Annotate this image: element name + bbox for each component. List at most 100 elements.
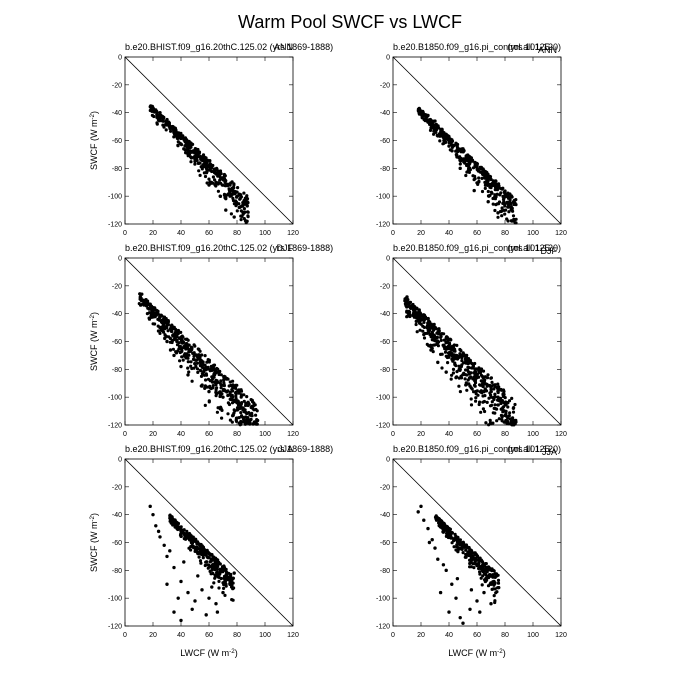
scatter-point xyxy=(506,405,510,409)
scatter-point xyxy=(471,366,475,370)
scatter-point xyxy=(159,313,163,317)
scatter-point xyxy=(441,527,445,531)
scatter-point xyxy=(466,359,470,363)
scatter-point xyxy=(449,530,454,535)
scatter-point xyxy=(425,317,429,321)
scatter-point xyxy=(189,145,193,149)
reference-line xyxy=(124,56,294,225)
scatter-point xyxy=(496,215,500,219)
scatter-point xyxy=(182,345,186,349)
scatter-point xyxy=(512,421,516,425)
scatter-point xyxy=(179,364,183,369)
scatter-point xyxy=(473,177,477,181)
scatter-point xyxy=(485,400,489,404)
x-tick-label: 80 xyxy=(233,230,241,237)
scatter-point xyxy=(503,204,507,208)
scatter-point xyxy=(454,596,458,600)
scatter-point xyxy=(506,401,510,405)
scatter-point xyxy=(239,395,243,399)
scatter-point xyxy=(500,214,504,218)
scatter-point xyxy=(486,200,490,204)
scatter-point xyxy=(244,419,248,423)
scatter-point xyxy=(231,383,235,387)
scatter-point xyxy=(481,407,485,411)
scatter-point xyxy=(472,390,476,394)
scatter-point xyxy=(466,362,470,366)
scatter-point xyxy=(216,182,220,186)
scatter-point xyxy=(467,372,471,376)
y-tick-label: 0 xyxy=(118,256,122,263)
scatter-point xyxy=(451,367,456,371)
scatter-point xyxy=(207,360,211,364)
scatter-point xyxy=(199,374,204,378)
scatter-point xyxy=(242,191,246,195)
x-tick-label: 0 xyxy=(123,431,127,438)
scatter-point xyxy=(422,336,427,340)
scatter-point xyxy=(456,535,460,539)
y-tick-label: -40 xyxy=(380,512,390,519)
panel-title-left: b.e20.B1850.f09_g16.pi_control.all.125 xyxy=(393,243,550,253)
scatter-point xyxy=(484,566,488,570)
scatter-point xyxy=(460,359,464,363)
scatter-point xyxy=(461,551,465,555)
x-tick-label: 0 xyxy=(391,230,395,237)
scatter-point xyxy=(176,144,180,148)
x-tick-label: 80 xyxy=(501,431,509,438)
y-tick-label: -60 xyxy=(112,339,122,346)
scatter-point xyxy=(474,399,478,403)
scatter-point xyxy=(193,599,197,603)
scatter-point xyxy=(506,416,510,420)
scatter-point xyxy=(206,566,210,570)
scatter-point xyxy=(476,554,480,559)
y-tick-label: -120 xyxy=(376,423,390,430)
y-tick-label: -40 xyxy=(112,512,122,519)
scatter-point xyxy=(168,549,172,553)
scatter-point xyxy=(219,405,223,409)
scatter-point xyxy=(229,188,233,192)
y-tick-label: -120 xyxy=(376,624,390,631)
scatter-point xyxy=(210,566,214,570)
scatter-point xyxy=(483,387,487,391)
scatter-point xyxy=(475,599,479,603)
scatter-point xyxy=(150,104,154,108)
scatter-point xyxy=(224,576,228,581)
scatter-point xyxy=(483,375,487,379)
scatter-point xyxy=(222,380,226,385)
scatter-point xyxy=(184,346,189,350)
scatter-point xyxy=(236,186,240,190)
scatter-point xyxy=(434,514,438,518)
scatter-point xyxy=(435,331,439,335)
scatter-point xyxy=(474,396,478,400)
scatter-point xyxy=(208,569,212,574)
x-tick-label: 80 xyxy=(501,230,509,237)
scatter-point xyxy=(205,385,209,389)
y-tick-label: 0 xyxy=(118,457,122,464)
scatter-point xyxy=(137,302,141,306)
scatter-point xyxy=(429,118,433,123)
scatter-point xyxy=(432,123,436,127)
scatter-point xyxy=(404,303,408,307)
x-tick-label: 120 xyxy=(287,632,299,639)
scatter-point xyxy=(209,169,213,173)
scatter-point xyxy=(198,161,202,165)
scatter-point xyxy=(436,344,440,348)
scatter-point xyxy=(234,392,238,396)
scatter-point xyxy=(170,340,174,345)
scatter-point xyxy=(468,607,472,611)
scatter-point xyxy=(449,140,453,144)
scatter-point xyxy=(169,515,173,519)
scatter-point xyxy=(473,372,477,376)
scatter-point xyxy=(472,566,476,570)
scatter-point xyxy=(446,361,450,365)
scatter-point xyxy=(481,560,485,564)
scatter-point xyxy=(172,127,176,132)
scatter-point xyxy=(479,576,483,580)
y-tick-label: -60 xyxy=(380,339,390,346)
scatter-point xyxy=(501,197,506,201)
figure-title: Warm Pool SWCF vs LWCF xyxy=(238,12,462,32)
x-tick-label: 20 xyxy=(149,632,157,639)
x-tick-label: 80 xyxy=(233,431,241,438)
scatter-point xyxy=(436,134,440,138)
scatter-point xyxy=(183,144,187,148)
scatter-panel-2: b.e20.B1850.f09_g16.pi_control.all.125(y… xyxy=(376,42,567,237)
